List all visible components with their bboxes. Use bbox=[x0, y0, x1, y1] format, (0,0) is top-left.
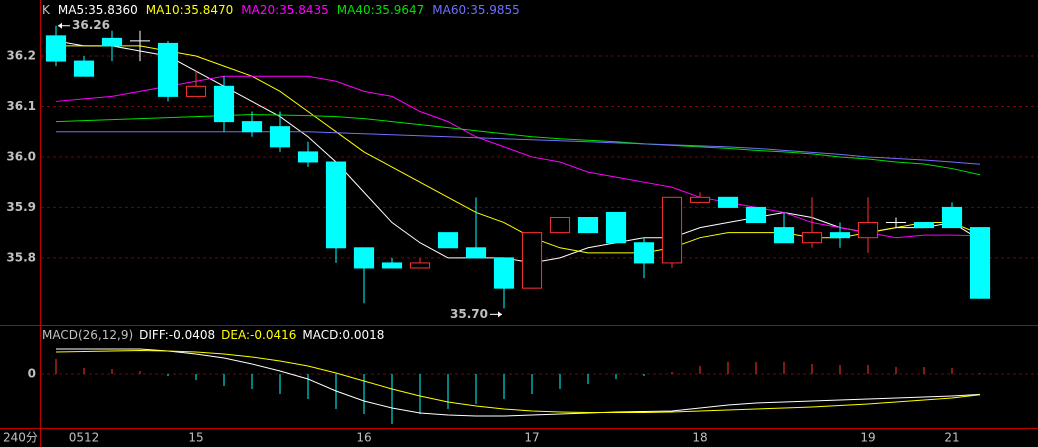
candle-body bbox=[941, 206, 963, 229]
candle-body bbox=[493, 257, 515, 289]
candle-body bbox=[157, 42, 179, 97]
legend-text: -0.0408 bbox=[169, 328, 215, 342]
legend: K MA5:35.8360 MA10:35.8470 MA20:35.8435 MA40… bbox=[42, 3, 520, 17]
candle-body bbox=[45, 35, 67, 62]
legend-text: : bbox=[165, 328, 169, 342]
legend-text: MA5 bbox=[58, 3, 84, 17]
candle-body bbox=[605, 211, 627, 244]
legend-text: : bbox=[84, 3, 88, 17]
y-tick-label: 35.8 bbox=[6, 250, 36, 264]
ma-line bbox=[55, 114, 981, 176]
candle-body bbox=[717, 196, 739, 208]
candle-body bbox=[829, 232, 851, 239]
candle-body bbox=[521, 232, 543, 289]
legend-text: MACD bbox=[302, 328, 338, 342]
arrow-head bbox=[498, 311, 502, 318]
candle-body bbox=[185, 85, 207, 97]
legend-text: MACD(26,12,9) bbox=[42, 328, 133, 342]
legend-text: : bbox=[180, 3, 184, 17]
x-tick-label: 19 bbox=[860, 431, 875, 445]
y-tick-label: 36.2 bbox=[6, 49, 36, 63]
legend-text: MA20 bbox=[241, 3, 275, 17]
y-tick-label: 36.0 bbox=[6, 149, 36, 163]
candle-body bbox=[633, 242, 655, 264]
legend-text: 35.8470 bbox=[184, 3, 234, 17]
candle-body bbox=[773, 227, 795, 244]
x-tick-label: 16 bbox=[356, 431, 371, 445]
ma-line bbox=[55, 75, 981, 239]
candle-body bbox=[661, 196, 683, 264]
legend-text: : bbox=[275, 3, 279, 17]
candle-body bbox=[241, 121, 263, 133]
legend-text: MA10 bbox=[146, 3, 180, 17]
candle-body bbox=[969, 227, 991, 299]
x-tick-label: 0512 bbox=[69, 431, 100, 445]
candle-body bbox=[297, 151, 319, 163]
candle-body bbox=[381, 262, 403, 269]
arrow-head bbox=[58, 22, 62, 29]
legend-text: MA40 bbox=[337, 3, 371, 17]
legend-text: 35.9855 bbox=[470, 3, 520, 17]
ma-line bbox=[55, 349, 981, 413]
legend-text: 35.9647 bbox=[375, 3, 425, 17]
candle-body bbox=[465, 247, 487, 259]
candle-body bbox=[913, 222, 935, 229]
candle-body bbox=[577, 217, 599, 234]
candle-body bbox=[73, 60, 95, 77]
y-tick-label: 35.9 bbox=[6, 200, 36, 214]
candle-body bbox=[857, 222, 879, 239]
candle-body bbox=[549, 217, 571, 234]
candle-body bbox=[269, 126, 291, 148]
ma-line bbox=[56, 348, 981, 417]
x-tick-label: 18 bbox=[692, 431, 707, 445]
annotation: 36.26 bbox=[72, 18, 110, 32]
candle-body bbox=[689, 196, 711, 203]
y-tick-label: 36.1 bbox=[6, 99, 36, 113]
legend-text: : bbox=[246, 328, 250, 342]
candle-body bbox=[409, 262, 431, 269]
legend: MACD(26,12,9) DIFF:-0.0408 DEA:-0.0416 MACD… bbox=[42, 328, 384, 342]
ma-line bbox=[56, 45, 981, 254]
legend-text: 35.8360 bbox=[88, 3, 138, 17]
candle-body bbox=[101, 37, 123, 47]
legend-text: MA60 bbox=[432, 3, 466, 17]
candle-body bbox=[213, 85, 235, 123]
annotation: 35.70 bbox=[450, 307, 488, 321]
x-tick-label: 17 bbox=[524, 431, 539, 445]
candle-body bbox=[801, 232, 823, 244]
candle-body bbox=[353, 247, 375, 269]
legend-text: -0.0416 bbox=[250, 328, 296, 342]
candle-body bbox=[325, 161, 347, 249]
period-label: 240分 bbox=[3, 431, 38, 445]
legend-text: DIFF bbox=[139, 328, 166, 342]
legend-text: 0.0018 bbox=[342, 328, 384, 342]
legend-text: 35.8435 bbox=[279, 3, 329, 17]
ma-line bbox=[56, 131, 981, 165]
x-tick-label: 15 bbox=[188, 431, 203, 445]
legend-text: : bbox=[466, 3, 470, 17]
y-tick-label: 0 bbox=[28, 367, 36, 381]
candle-body bbox=[437, 232, 459, 249]
candle-body bbox=[745, 206, 767, 224]
legend-text: : bbox=[371, 3, 375, 17]
x-tick-label: 21 bbox=[944, 431, 959, 445]
legend-text: K bbox=[42, 3, 51, 17]
legend-text: DEA bbox=[221, 328, 247, 342]
legend-text: : bbox=[338, 328, 342, 342]
